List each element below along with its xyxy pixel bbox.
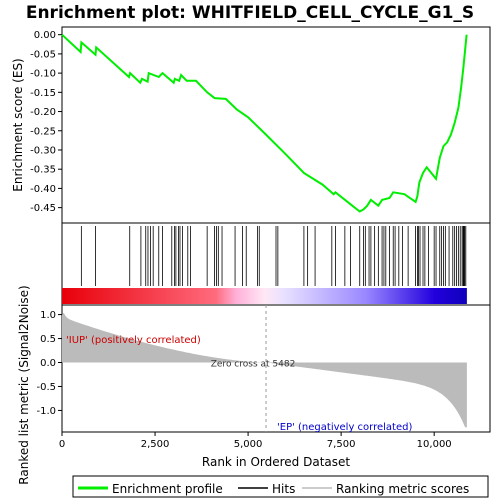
metric-y-tick-label: -1.0	[36, 406, 56, 417]
es-y-tick-label: -0.25	[30, 126, 56, 137]
metric-plot-frame	[61, 304, 491, 433]
legend-box	[72, 475, 489, 498]
es-y-tick-label: -0.40	[30, 184, 56, 195]
es-y-tick-label: -0.45	[30, 203, 56, 214]
ranking-metric-area	[62, 312, 467, 428]
es-y-axis-label: Enrichment score (ES)	[11, 58, 25, 191]
es-y-tick-label: -0.10	[30, 69, 56, 80]
x-tick-label: 2,500	[141, 439, 170, 450]
x-axis: 0 2,500 5,000 7,500 10,000	[59, 432, 452, 450]
legend-metric-label: Ranking metric scores	[336, 482, 469, 496]
metric-panel: 1.0 0.5 0.0 -0.5 -1.0 Zero cross at 5482 'IU…	[36, 304, 491, 433]
legend-hits-label: Hits	[272, 482, 295, 496]
x-tick-label: 7,500	[327, 439, 356, 450]
x-axis-label: Rank in Ordered Dataset	[202, 455, 350, 469]
legend: Enrichment profile Hits Ranking metric s…	[72, 475, 489, 498]
chart-title: Enrichment plot: WHITFIELD_CELL_CYCLE_G1…	[26, 3, 474, 23]
es-y-tick-label: -0.35	[30, 165, 56, 176]
es-y-tick-label: -0.05	[30, 49, 56, 60]
hit-lines	[80, 226, 467, 286]
es-y-tick-label: -0.20	[30, 107, 56, 118]
metric-y-axis-label: Ranked list metric (Signal2Noise)	[17, 285, 31, 484]
legend-enrichment-label: Enrichment profile	[112, 482, 223, 496]
x-tick-label: 5,000	[234, 439, 263, 450]
positive-label: 'IUP' (positively correlated)	[66, 335, 201, 346]
x-tick-label: 10,000	[417, 439, 452, 450]
es-y-axis: 0.00 -0.05 -0.10 -0.15 -0.20 -0.25 -0.30 -0.35 -…	[30, 30, 62, 214]
es-profile-line	[61, 33, 468, 213]
metric-y-tick-label: 0.0	[40, 358, 56, 369]
negative-label: 'EP' (negatively correlated)	[277, 422, 412, 433]
metric-y-axis: 1.0 0.5 0.0 -0.5 -1.0	[36, 310, 62, 417]
rank-color-bar	[62, 288, 467, 304]
zero-cross-label: Zero cross at 5482	[211, 360, 296, 370]
metric-y-tick-label: 1.0	[40, 310, 56, 321]
hit-panel	[61, 222, 491, 306]
metric-y-tick-label: -0.5	[36, 382, 56, 393]
es-y-tick-label: -0.30	[30, 145, 56, 156]
x-tick-label: 0	[59, 439, 65, 450]
es-y-tick-label: -0.15	[30, 88, 56, 99]
es-y-tick-label: 0.00	[34, 30, 56, 41]
metric-y-tick-label: 0.5	[40, 334, 56, 345]
